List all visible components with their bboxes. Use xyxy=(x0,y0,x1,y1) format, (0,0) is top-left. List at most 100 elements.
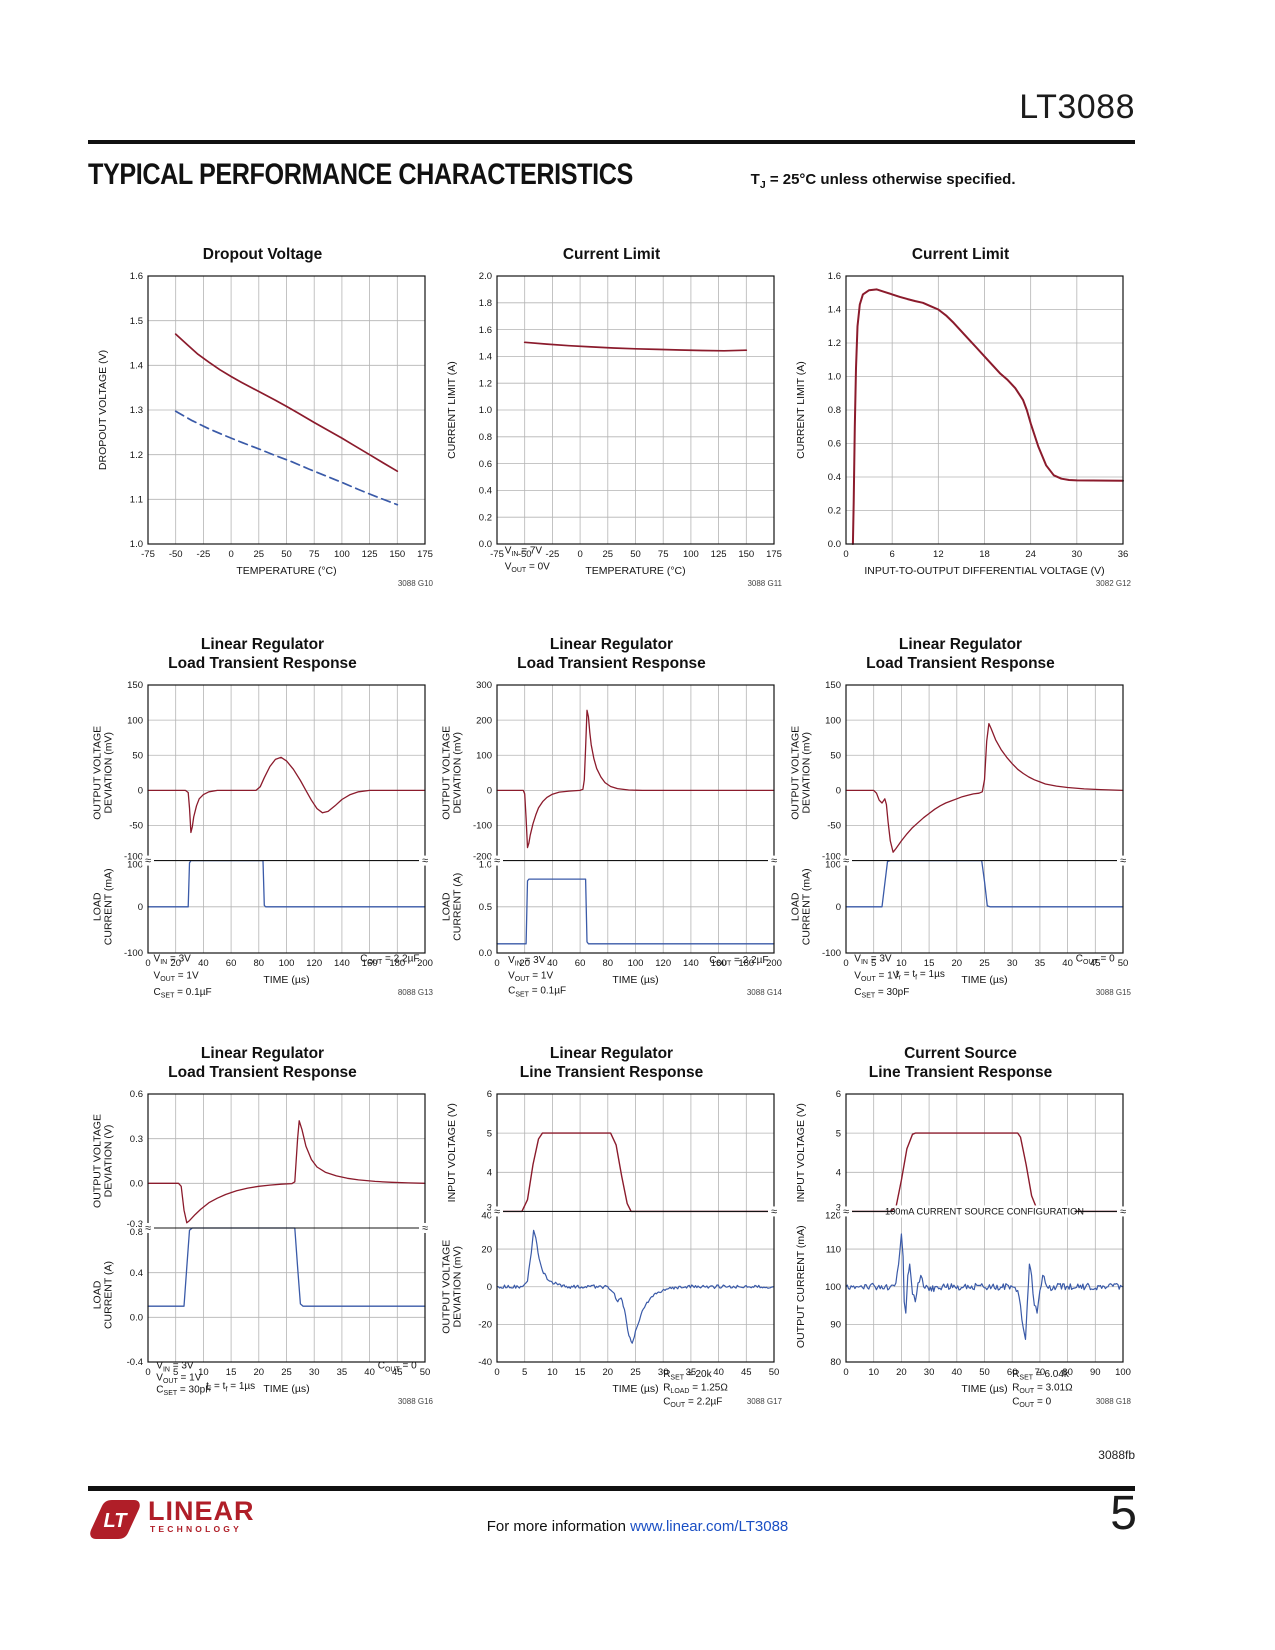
y-axis-label: LOADCURRENT (mA) xyxy=(790,868,813,945)
x-tick-label: 10 xyxy=(198,1367,209,1378)
y-tick-label: 0.2 xyxy=(828,506,841,517)
x-tick-label: 45 xyxy=(392,1367,403,1378)
x-tick-label: 50 xyxy=(281,549,292,560)
footer-link[interactable]: www.linear.com/LT3088 xyxy=(630,1518,789,1535)
y-tick-label: 0.0 xyxy=(479,948,492,959)
y-tick-label: 1.0 xyxy=(479,405,492,416)
y-tick-label: 1.4 xyxy=(130,361,143,372)
figure-ref-label: 3088 G11 xyxy=(747,579,782,588)
chart-title: Current Limit xyxy=(562,246,661,263)
chart-title: Current Limit xyxy=(911,246,1010,263)
y-tick-label: 5 xyxy=(836,1128,841,1139)
y-axis-label: OUTPUT VOLTAGEDEVIATION (mV) xyxy=(92,726,115,820)
y-tick-label: 0.3 xyxy=(130,1134,143,1145)
y-tick-label: 0.4 xyxy=(130,1268,143,1279)
x-tick-label: 160 xyxy=(362,958,378,969)
y-tick-label: 0.2 xyxy=(479,512,492,523)
chart-g14: Linear Regulator Load Transient Response 3… xyxy=(437,631,786,1022)
annotation: COUT = 0 xyxy=(378,1361,417,1374)
y-tick-label: 50 xyxy=(830,750,841,761)
x-axis-label: TEMPERATURE (°C) xyxy=(585,565,685,577)
figure-ref-label: 8088 G13 xyxy=(398,988,434,997)
x-tick-label: 90 xyxy=(1090,1367,1101,1378)
chart-g17: Linear Regulator Line Transient Response 6… xyxy=(437,1040,786,1423)
y-tick-label: 1.0 xyxy=(828,372,841,383)
axis-break-icon: ≈ xyxy=(145,855,151,867)
x-tick-label: 10 xyxy=(547,1367,558,1378)
x-tick-label: 24 xyxy=(1025,549,1036,560)
series-vout-deviation xyxy=(496,1229,775,1344)
x-tick-label: 200 xyxy=(766,958,782,969)
x-tick-label: 40 xyxy=(198,958,209,969)
annotation: CSET = 0.1µF xyxy=(508,986,566,999)
chart-plot-g12: 1.6 1.4 1.2 1.0 0.8 0.6 0.4 0.2 0.0 CURRENT LIMIT… xyxy=(795,271,1132,588)
series-dropout-iload-800ma xyxy=(174,333,399,473)
chart-g11: Current Limit 2.0 1.8 1.6 1.4 1.2 1.0 0.8 0.6 0.4… xyxy=(437,222,786,595)
page-number: 5 xyxy=(1110,1487,1137,1540)
y-tick-label: 1.2 xyxy=(130,450,143,461)
y-tick-label: 20 xyxy=(481,1244,492,1255)
x-tick-label: 80 xyxy=(1062,1367,1073,1378)
axis-break-icon: ≈ xyxy=(843,855,849,867)
x-axis-label: TIME (µs) xyxy=(612,1383,658,1395)
chart-title: Current Source Line Transient Response xyxy=(868,1045,1053,1081)
y-tick-label: 100 xyxy=(476,750,492,761)
series-vout-deviation xyxy=(845,722,1124,853)
x-tick-label: 40 xyxy=(713,1367,724,1378)
x-axis-label: TEMPERATURE (°C) xyxy=(236,565,336,577)
y-tick-label: 0.4 xyxy=(479,486,492,497)
x-tick-label: 0 xyxy=(843,958,848,969)
annotation: ROUT = 3.01Ω xyxy=(1012,1383,1073,1396)
figure-ref-label: 3088 G16 xyxy=(398,1397,434,1406)
y-tick-label: 90 xyxy=(830,1320,841,1331)
axis-break-icon: ≈ xyxy=(145,1223,151,1235)
y-axis-label: OUTPUT VOLTAGEDEVIATION (V) xyxy=(92,1114,115,1208)
axis-break-icon: ≈ xyxy=(1120,855,1126,867)
y-axis-label: OUTPUT CURRENT (mA) xyxy=(795,1225,807,1348)
series-load-current xyxy=(496,878,775,945)
chart-plot-g10: 1.61.51.41.31.21.11.0ILOAD = 800mAILOAD … xyxy=(97,271,434,740)
chart-plot-g16: 0.6 0.3 0.0 -0.30.8 0.4 0.0 -0.4 ≈ ≈ VIN = 3VVOUT… xyxy=(92,1089,434,1485)
y-tick-label: 100 xyxy=(127,715,143,726)
y-tick-label: 100 xyxy=(127,860,143,871)
x-tick-label: 75 xyxy=(309,549,320,560)
y-tick-label: 6 xyxy=(836,1089,841,1100)
y-tick-label: 2.0 xyxy=(479,271,492,282)
y-tick-label: 0 xyxy=(138,786,143,797)
y-tick-label: 0.8 xyxy=(479,432,492,443)
annotation: COUT = 0 xyxy=(1076,953,1115,966)
figure-ref-label: 3088 G10 xyxy=(398,579,434,588)
x-tick-label: 0 xyxy=(228,549,233,560)
x-tick-label: 0 xyxy=(843,549,848,560)
y-tick-label: -100 xyxy=(124,948,143,959)
y-tick-label: 1.5 xyxy=(130,316,143,327)
series-dropout-iload-2ma xyxy=(174,410,399,506)
x-tick-label: 80 xyxy=(603,958,614,969)
annotation: COUT = 2.2µF xyxy=(709,955,768,968)
y-axis-label: OUTPUT VOLTAGEDEVIATION (mV) xyxy=(441,726,464,820)
x-tick-label: 100 xyxy=(334,549,350,560)
x-tick-label: 25 xyxy=(281,1367,292,1378)
x-tick-label: 10 xyxy=(896,958,907,969)
x-tick-label: 100 xyxy=(628,958,644,969)
logo-name: LINEAR xyxy=(148,1496,255,1526)
y-tick-label: 3 xyxy=(836,1202,841,1213)
y-tick-label: 1.3 xyxy=(130,405,143,416)
x-tick-label: 35 xyxy=(686,1367,697,1378)
x-tick-label: 150 xyxy=(738,549,754,560)
annotation: VOUT = 1V xyxy=(854,970,899,983)
y-tick-label: -100 xyxy=(124,852,143,863)
x-tick-label: 20 xyxy=(603,1367,614,1378)
y-tick-label: -0.4 xyxy=(127,1357,143,1368)
x-tick-label: 12 xyxy=(933,549,944,560)
annotation: VIN = 3V xyxy=(854,953,892,966)
chart-g15: Linear Regulator Load Transient Response 1… xyxy=(786,631,1135,1119)
y-tick-label: 1.0 xyxy=(130,539,143,550)
x-tick-label: 60 xyxy=(226,958,237,969)
x-tick-label: 25 xyxy=(979,958,990,969)
svg-text:LT: LT xyxy=(104,1510,129,1532)
chart-g10: Dropout Voltage1.61.51.41.31.21.11.0ILOA… xyxy=(88,222,437,740)
